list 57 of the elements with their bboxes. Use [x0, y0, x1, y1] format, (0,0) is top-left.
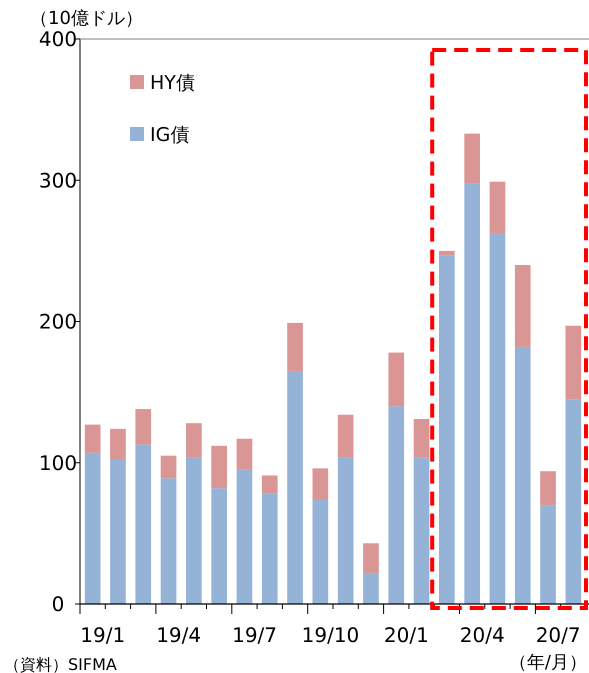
bar	[135, 409, 152, 444]
y-tick-label: 400	[38, 27, 78, 51]
bar	[262, 494, 278, 604]
bar	[211, 446, 227, 488]
bar	[110, 460, 126, 604]
bar	[514, 346, 531, 604]
x-tick-label: 20/7	[536, 623, 581, 647]
bar	[439, 250, 455, 256]
y-tick-label: 0	[52, 592, 64, 616]
bar	[414, 457, 430, 604]
y-tick-label: 200	[38, 310, 78, 334]
bar	[211, 488, 227, 604]
bar	[160, 478, 176, 604]
bar	[287, 370, 303, 604]
bar	[287, 322, 303, 371]
bar	[262, 475, 278, 494]
y-axis-title: （10億ドル）	[30, 8, 143, 29]
x-tick-label: 20/4	[460, 623, 505, 647]
bar	[540, 471, 556, 506]
bar	[84, 452, 100, 604]
bar	[236, 438, 252, 470]
bar	[312, 499, 328, 604]
bar	[388, 406, 404, 604]
bar	[338, 414, 354, 458]
y-tick-label: 100	[38, 450, 78, 475]
bar	[464, 134, 480, 184]
y-tick-label: 300	[38, 168, 78, 192]
bar	[160, 456, 176, 478]
bar	[566, 399, 582, 604]
bar	[388, 352, 404, 406]
bar	[490, 234, 506, 604]
bar	[135, 444, 152, 604]
x-tick-label: 19/4	[156, 623, 202, 647]
x-tick-label: 19/7	[232, 623, 278, 647]
legend-label: IG債	[150, 124, 190, 146]
bar	[236, 470, 252, 604]
bar	[312, 468, 328, 500]
bar	[363, 543, 379, 573]
bar	[338, 457, 354, 604]
text: （資料）SIFMA	[4, 655, 117, 673]
x-tick-label: 20/1	[384, 623, 429, 647]
bar	[363, 572, 379, 604]
bar	[186, 457, 202, 604]
bar	[514, 265, 531, 347]
legend-label: HY債	[150, 72, 195, 94]
bar	[414, 418, 430, 458]
bar	[439, 255, 455, 604]
x-tick-label: 19/10	[302, 623, 360, 647]
bar	[464, 183, 480, 604]
bar	[186, 423, 202, 458]
bar	[110, 428, 126, 460]
bar	[490, 182, 506, 234]
x-tick-label: 19/1	[80, 623, 126, 647]
bar	[84, 424, 100, 453]
bar	[540, 505, 556, 604]
x-axis-title: （年/月）	[508, 652, 587, 673]
bar	[566, 326, 582, 400]
